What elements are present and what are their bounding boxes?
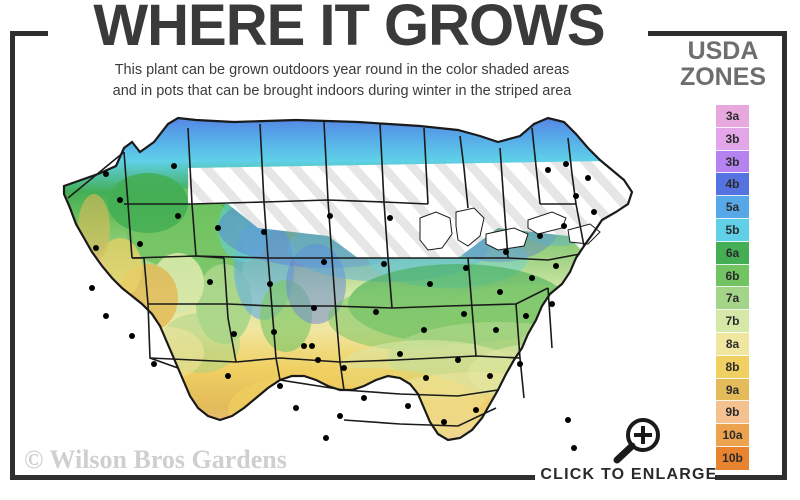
zone-swatch-7a-8: 7a [716, 287, 749, 311]
zone-swatch-9a-12: 9a [716, 378, 749, 402]
subtitle-line-1: This plant can be grown outdoors year ro… [114, 62, 570, 78]
subtitle-text: This plant can be grown outdoors year ro… [36, 60, 648, 102]
zone-swatch-3b-1: 3b [716, 127, 749, 151]
zone-swatch-8b-11: 8b [716, 355, 749, 379]
frame-border-left [10, 31, 15, 480]
legend-heading-line-2: ZONES [679, 63, 767, 91]
frame-border-top-left [10, 31, 48, 36]
zone-swatch-3b-2: 3b [716, 150, 749, 174]
zone-swatch-7b-9: 7b [716, 310, 749, 333]
page-title: WHERE IT GROWS [93, 0, 605, 58]
zone-swatch-5b-5: 5b [716, 218, 749, 242]
zone-swatch-4b-3: 4b [716, 173, 749, 197]
zone-swatch-8a-10: 8a [716, 332, 749, 356]
striped-region [188, 160, 632, 258]
zone-swatch-6b-7: 6b [716, 264, 749, 288]
zone-swatch-3a-0: 3a [716, 105, 749, 128]
click-to-enlarge-label[interactable]: CLICK TO ENLARGE [540, 466, 718, 483]
city-dots [89, 161, 597, 451]
zone-swatch-10a-14: 10a [716, 424, 749, 447]
zone-swatch-9b-13: 9b [716, 401, 749, 425]
usda-zone-legend: 3a 3b 3b 4b 5a 5b 6a 6b 7a 7b 8a 8b 9a 9b 10a 10b [716, 105, 749, 470]
frame-border-bottom-left [10, 475, 535, 480]
magnifier-plus-icon[interactable] [612, 416, 664, 464]
legend-heading: USDA ZONES [664, 38, 782, 90]
zone-swatch-5a-4: 5a [716, 196, 749, 219]
frame-border-top-right [648, 31, 787, 36]
frame-border-right [782, 31, 787, 480]
zone-swatch-10b-15: 10b [716, 446, 749, 470]
zone-swatch-6a-6: 6a [716, 241, 749, 265]
frame-border-bottom-right [715, 475, 787, 480]
state-borders [62, 116, 634, 442]
legend-heading-line-1: USDA [687, 37, 759, 65]
usa-hardiness-map[interactable] [28, 108, 668, 460]
subtitle-line-2: and in pots that can be brought indoors … [112, 83, 572, 99]
watermark: © Wilson Bros Gardens [24, 445, 287, 474]
